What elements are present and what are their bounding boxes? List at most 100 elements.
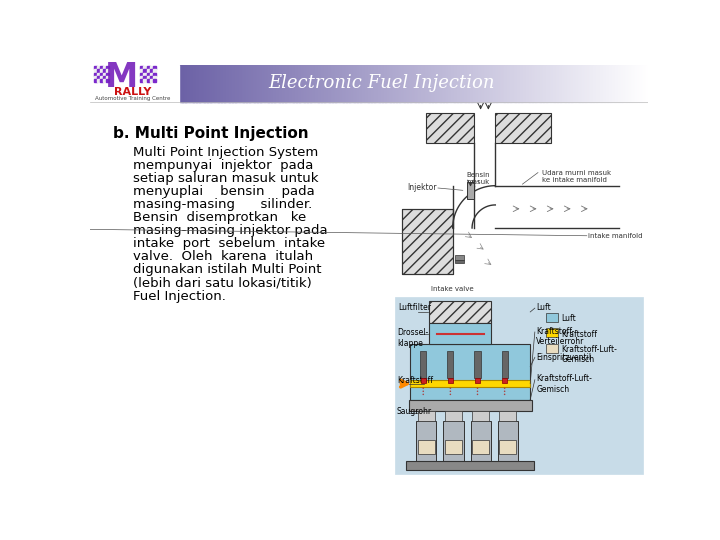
Bar <box>448 378 453 383</box>
Bar <box>515 65 517 102</box>
Bar <box>354 65 356 102</box>
Bar <box>445 440 462 454</box>
Text: mempunyai  injektor  pada: mempunyai injektor pada <box>132 159 313 172</box>
Bar <box>408 400 532 411</box>
Bar <box>140 72 143 76</box>
Bar <box>372 65 373 102</box>
Text: Kraftstoff: Kraftstoff <box>397 376 433 385</box>
Bar <box>431 65 433 102</box>
Bar <box>107 70 109 72</box>
Bar <box>623 65 625 102</box>
Bar <box>446 65 449 102</box>
Bar <box>304 65 306 102</box>
Bar <box>223 65 225 102</box>
Bar <box>97 70 100 72</box>
Bar <box>554 65 556 102</box>
Bar <box>402 209 453 274</box>
Bar <box>278 65 279 102</box>
Bar <box>629 65 631 102</box>
Bar <box>525 65 526 102</box>
Bar <box>408 65 409 102</box>
Text: (lebih dari satu lokasi/titik): (lebih dari satu lokasi/titik) <box>132 276 311 289</box>
Ellipse shape <box>504 387 505 389</box>
Bar <box>374 65 377 102</box>
Bar <box>529 65 531 102</box>
Bar <box>384 65 386 102</box>
Bar <box>297 65 298 102</box>
Bar <box>207 65 210 102</box>
Bar <box>445 411 462 421</box>
Bar <box>485 65 487 102</box>
Bar <box>462 65 464 102</box>
Bar <box>343 65 345 102</box>
Bar <box>579 65 581 102</box>
Bar <box>290 65 292 102</box>
Bar <box>326 65 328 102</box>
Bar <box>631 65 633 102</box>
Bar <box>281 65 283 102</box>
Bar <box>328 65 330 102</box>
Bar <box>262 65 264 102</box>
Bar <box>495 112 551 143</box>
Text: Kraftstoff-Luft-
Gemisch: Kraftstoff-Luft- Gemisch <box>536 374 593 394</box>
Bar <box>508 65 509 102</box>
Bar <box>103 79 107 82</box>
Bar <box>284 65 286 102</box>
Text: masing-masing injektor pada: masing-masing injektor pada <box>132 224 328 237</box>
Bar <box>215 65 217 102</box>
Text: intake  port  sebelum  intake: intake port sebelum intake <box>132 237 325 250</box>
Bar <box>489 65 490 102</box>
Bar <box>225 65 226 102</box>
Bar <box>333 65 334 102</box>
Bar <box>487 65 489 102</box>
Bar <box>334 65 336 102</box>
Text: Fuel Injection.: Fuel Injection. <box>132 289 225 302</box>
Bar <box>609 65 611 102</box>
Bar <box>187 65 189 102</box>
Text: digunakan istilah Multi Point: digunakan istilah Multi Point <box>132 264 321 276</box>
Text: Automotive Training Centre: Automotive Training Centre <box>95 96 171 101</box>
Text: Luftfilter: Luftfilter <box>398 303 431 313</box>
Bar <box>592 65 594 102</box>
Bar <box>100 76 103 79</box>
Bar <box>153 76 156 79</box>
Bar <box>611 65 613 102</box>
Bar <box>184 65 186 102</box>
Bar <box>412 65 414 102</box>
Bar <box>572 65 573 102</box>
Text: Bensin
masuk: Bensin masuk <box>467 172 490 185</box>
Bar <box>192 65 194 102</box>
Bar <box>642 65 644 102</box>
Bar <box>559 65 561 102</box>
Text: M: M <box>104 60 138 93</box>
Bar <box>472 411 489 421</box>
Bar <box>546 343 558 353</box>
Bar <box>476 65 478 102</box>
Bar <box>140 79 143 82</box>
Bar <box>218 65 220 102</box>
Bar <box>237 65 239 102</box>
Bar <box>577 65 580 102</box>
Bar <box>454 65 456 102</box>
Bar <box>300 65 302 102</box>
Bar <box>589 65 590 102</box>
Text: Udara murni masuk
ke intake manifold: Udara murni masuk ke intake manifold <box>542 170 611 183</box>
Bar <box>140 70 143 72</box>
Bar <box>464 65 466 102</box>
Bar <box>220 65 222 102</box>
Bar <box>107 76 109 79</box>
Bar <box>150 79 153 82</box>
Bar <box>340 65 342 102</box>
Bar <box>573 65 575 102</box>
Bar <box>480 65 481 102</box>
Bar <box>645 65 647 102</box>
Bar <box>94 70 97 72</box>
Text: Luft: Luft <box>561 314 576 323</box>
Bar <box>107 72 109 76</box>
Bar <box>406 461 534 470</box>
Bar <box>418 65 420 102</box>
Bar <box>601 65 603 102</box>
Bar <box>557 65 559 102</box>
Bar <box>544 65 545 102</box>
Bar <box>598 65 600 102</box>
